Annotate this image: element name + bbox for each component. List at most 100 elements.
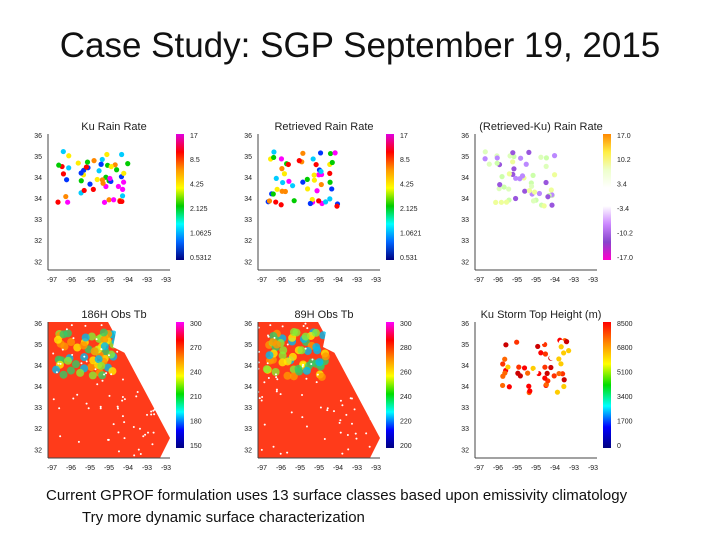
pixel <box>123 421 126 424</box>
pixel <box>274 373 277 376</box>
pixel <box>150 410 153 413</box>
pixel <box>53 335 62 344</box>
pixel <box>290 183 296 189</box>
pixel <box>311 177 317 183</box>
x-tick-label: -95 <box>85 465 95 472</box>
pixel <box>96 383 99 386</box>
pixel <box>496 186 502 192</box>
pixel <box>301 394 304 397</box>
pixel <box>81 333 90 342</box>
pixel <box>63 193 69 200</box>
pixel <box>78 178 84 184</box>
pixel <box>119 151 125 158</box>
y-tick-label: 32 <box>244 447 252 454</box>
y-tick-label: 33 <box>461 426 469 433</box>
pixel <box>279 452 282 455</box>
pixel <box>112 423 115 426</box>
pixel <box>515 370 521 376</box>
pixel <box>133 454 136 457</box>
colorbar-label: 270 <box>190 345 202 352</box>
pixel <box>313 346 322 355</box>
pixel <box>78 170 84 176</box>
colorbar-label: 260 <box>400 370 412 377</box>
pixel <box>530 365 536 372</box>
x-tick-label: -96 <box>493 465 503 472</box>
pixel <box>339 419 342 422</box>
pixel <box>81 187 87 194</box>
y-tick-label: 36 <box>34 321 42 328</box>
pixel <box>121 399 124 402</box>
pixel <box>116 350 119 353</box>
x-tick-label: -97 <box>47 465 57 472</box>
colorbar <box>176 322 184 448</box>
pixel <box>542 351 549 357</box>
x-tick-label: -93 <box>352 465 362 472</box>
pixel <box>76 393 79 396</box>
pixel <box>121 378 124 381</box>
x-tick-label: -93 <box>588 465 598 472</box>
pixel <box>99 156 105 163</box>
pixel <box>84 324 87 327</box>
pixel <box>146 413 149 416</box>
pixel <box>57 362 60 365</box>
x-tick-label: -94 <box>123 465 133 472</box>
pixel <box>350 422 353 425</box>
pixel <box>301 416 304 419</box>
pixel <box>111 197 117 203</box>
pixel <box>498 199 504 205</box>
x-tick-label: -95 <box>295 465 305 472</box>
pixel <box>548 187 554 193</box>
pixel <box>354 432 357 435</box>
pixel <box>135 395 138 398</box>
panel-title: 89H Obs Tb <box>294 309 353 321</box>
pixel <box>152 409 155 412</box>
y-tick-label: 34 <box>461 363 469 370</box>
pixel <box>60 342 69 351</box>
pixel <box>119 193 126 199</box>
y-tick-label: 36 <box>461 133 469 140</box>
pixel <box>107 354 110 357</box>
pixel <box>91 158 97 164</box>
pixel <box>332 150 338 156</box>
pixel <box>526 149 532 155</box>
colorbar-label: 17 <box>400 133 408 140</box>
panel-title: 186H Obs Tb <box>81 309 146 321</box>
map-panel: Retrieved Rain Rate 36 35 34 34 33 32 32 -97 -96 -… <box>244 121 421 284</box>
pixel <box>110 373 113 376</box>
x-tick-label: -93 <box>161 277 171 284</box>
y-tick-label: 32 <box>34 238 42 245</box>
pixel <box>486 161 492 167</box>
pixel <box>87 407 90 410</box>
colorbar-label: 150 <box>190 443 202 450</box>
pixel <box>104 151 110 158</box>
pixel <box>329 159 335 166</box>
colorbar-label: 200 <box>400 443 412 450</box>
pixel <box>502 356 508 362</box>
pixel <box>551 153 558 159</box>
pixel <box>266 334 269 337</box>
pixel <box>530 172 536 178</box>
pixel <box>353 408 356 411</box>
pixel <box>266 198 273 204</box>
pixel <box>147 431 150 434</box>
x-tick-label: -93 <box>371 277 381 284</box>
y-tick-label: 32 <box>461 447 469 454</box>
pixel <box>121 170 127 176</box>
colorbar-label: 17 <box>190 133 198 140</box>
pixel <box>346 434 349 437</box>
colorbar-label: -10.2 <box>617 230 633 237</box>
pixel <box>505 346 511 352</box>
pixel <box>273 199 279 205</box>
pixel <box>273 175 279 182</box>
pixel <box>564 339 570 345</box>
pixel <box>260 448 263 451</box>
pixel <box>262 365 271 374</box>
pixel <box>80 362 83 365</box>
pixel <box>494 160 500 166</box>
x-tick-label: -93 <box>588 277 598 284</box>
y-tick-label: 34 <box>244 384 252 391</box>
pixel <box>341 404 344 407</box>
pixel <box>73 343 82 352</box>
pixel <box>302 363 305 366</box>
